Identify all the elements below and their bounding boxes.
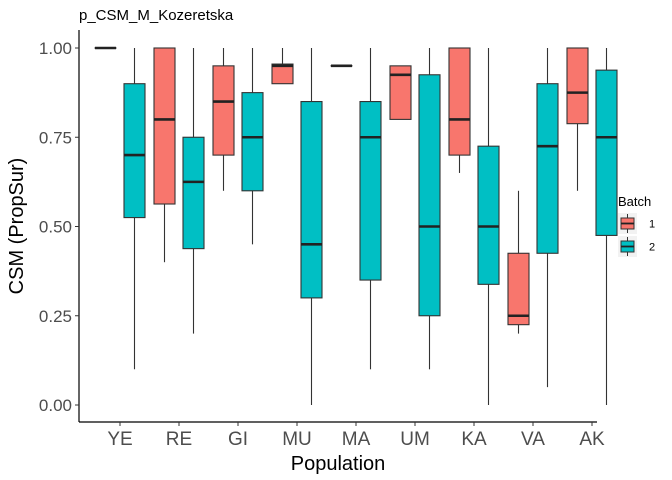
- x-axis-title: Population: [291, 453, 386, 475]
- box-VA-batch-1: [507, 190, 530, 334]
- y-tick-label: 0.25: [39, 307, 72, 326]
- plot-area: [94, 46, 618, 405]
- x-axis-ticks: YE RE GI MU MA UM KA VA AK: [107, 422, 605, 450]
- x-tick-label: VA: [521, 429, 545, 450]
- box-MU-batch-2: [300, 48, 323, 405]
- y-tick-label: 0.50: [39, 218, 72, 237]
- box-body: [536, 83, 559, 254]
- box-YE-batch-2: [123, 48, 146, 370]
- legend: Batch 1 2: [618, 194, 655, 257]
- legend-label: 2: [649, 242, 655, 254]
- chart-title: p_CSM_M_Kozeretska: [79, 7, 234, 24]
- x-tick-label: MU: [282, 429, 312, 450]
- box-AK-batch-1: [566, 47, 589, 191]
- box-body: [566, 47, 589, 125]
- y-tick-label: 0.00: [39, 396, 72, 415]
- box-VA-batch-2: [536, 48, 559, 388]
- box-body: [123, 83, 146, 219]
- box-MA-batch-2: [359, 48, 382, 370]
- box-GI-batch-1: [212, 48, 235, 191]
- box-GI-batch-2: [241, 48, 264, 245]
- box-body: [241, 92, 264, 192]
- legend-title: Batch: [618, 194, 651, 209]
- y-tick-label: 0.75: [39, 128, 72, 147]
- box-body: [595, 69, 618, 236]
- box-AK-batch-2: [595, 48, 618, 405]
- box-body: [359, 101, 382, 281]
- x-tick-label: YE: [107, 429, 132, 450]
- box-body: [182, 136, 205, 250]
- box-RE-batch-2: [182, 48, 205, 334]
- box-body: [418, 74, 441, 317]
- box-body: [271, 63, 294, 85]
- x-tick-label: KA: [461, 429, 487, 450]
- box-body: [448, 47, 471, 156]
- box-body: [212, 65, 235, 156]
- box-body: [153, 47, 176, 205]
- legend-label: 1: [649, 219, 655, 231]
- box-KA-batch-2: [477, 48, 500, 405]
- box-body: [507, 252, 530, 326]
- box-body: [389, 65, 412, 120]
- box-KA-batch-1: [448, 47, 471, 173]
- x-tick-label: MA: [342, 429, 371, 450]
- x-tick-label: GI: [228, 429, 248, 450]
- x-tick-label: UM: [400, 429, 430, 450]
- y-tick-label: 1.00: [39, 39, 72, 58]
- y-axis-title: CSM (PropSur): [6, 158, 28, 295]
- y-axis-ticks: 0.00 0.25 0.50 0.75 1.00: [39, 39, 79, 415]
- box-MU-batch-1: [271, 48, 294, 85]
- x-tick-label: RE: [166, 429, 192, 450]
- box-UM-batch-2: [418, 48, 441, 370]
- box-body: [477, 145, 500, 285]
- box-RE-batch-1: [153, 47, 176, 263]
- x-tick-label: AK: [579, 429, 605, 450]
- box-body: [300, 101, 323, 299]
- box-UM-batch-1: [389, 65, 412, 120]
